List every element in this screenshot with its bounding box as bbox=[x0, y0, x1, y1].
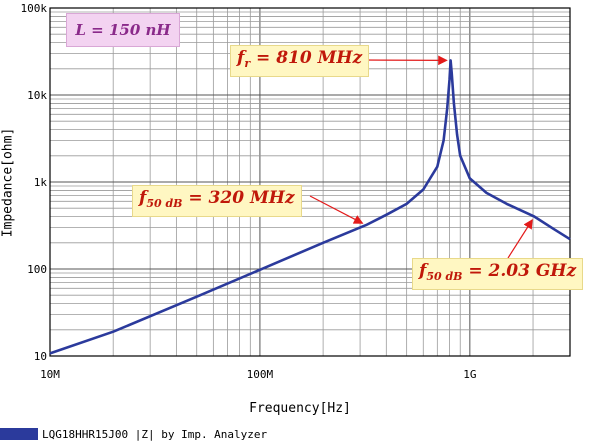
annotation-arrow bbox=[309, 195, 364, 224]
y-tick-label: 100k bbox=[21, 2, 48, 15]
annotation-symbol: f bbox=[237, 48, 245, 68]
annotation-subscript: r bbox=[244, 57, 251, 70]
x-axis-label: Frequency[Hz] bbox=[249, 401, 351, 416]
annotation-value: = 2.03 GHz bbox=[462, 261, 577, 281]
annotation-arrows bbox=[309, 55, 533, 259]
annotation-arrow bbox=[507, 218, 533, 259]
plot-border bbox=[49, 7, 571, 357]
x-tick-label: 100M bbox=[247, 368, 274, 381]
annotation-resonance: fr = 810 MHz bbox=[230, 45, 370, 77]
annotation-subscript: 50 dB bbox=[146, 197, 183, 210]
annotation-subscript: 50 dB bbox=[426, 270, 463, 283]
y-tick-label: 100 bbox=[27, 263, 47, 276]
series bbox=[49, 59, 571, 355]
annotation-high-50db: f50 dB = 2.03 GHz bbox=[412, 258, 584, 290]
annotation-value: = 320 MHz bbox=[182, 188, 295, 208]
y-axis-label: Impedance[ohm] bbox=[0, 127, 16, 238]
legend-swatch bbox=[0, 428, 38, 440]
tick-labels: 10M 100M 1G 10 100 1k 10k 100k bbox=[21, 2, 477, 381]
series-line bbox=[49, 59, 571, 355]
y-tick-label: 10 bbox=[34, 350, 47, 363]
x-tick-label: 10M bbox=[40, 368, 60, 381]
annotation-low-50db: f50 dB = 320 MHz bbox=[132, 185, 302, 217]
y-tick-label: 1k bbox=[34, 176, 48, 189]
y-tick-label: 10k bbox=[27, 89, 47, 102]
annotation-symbol: f bbox=[419, 261, 427, 281]
legend-label: LQG18HHR15J00 |Z| by Imp. Analyzer bbox=[42, 427, 268, 441]
x-tick-label: 1G bbox=[463, 368, 476, 381]
annotation-value: = 810 MHz bbox=[250, 48, 363, 68]
parameter-label: L = 150 nH bbox=[66, 13, 180, 47]
annotation-symbol: f bbox=[139, 188, 147, 208]
legend: LQG18HHR15J00 |Z| by Imp. Analyzer bbox=[0, 425, 267, 443]
